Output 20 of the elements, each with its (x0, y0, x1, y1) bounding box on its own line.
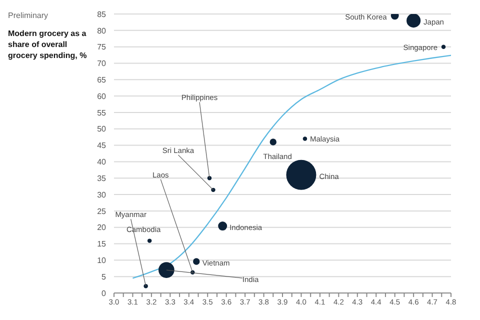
y-tick-label: 40 (97, 158, 107, 167)
y-tick-label: 20 (97, 223, 107, 232)
y-tick-label: 35 (97, 174, 107, 183)
y-tick-label: 85 (97, 10, 107, 19)
y-tick-label: 75 (97, 42, 107, 52)
y-axis-title: Modern grocery as a share of overall grocery spending, % (8, 28, 88, 61)
y-tick-label: 10 (97, 256, 107, 266)
y-tick-label: 80 (97, 26, 107, 36)
y-tick-label: 55 (97, 108, 107, 118)
y-tick-label: 15 (97, 240, 107, 249)
y-tick-label: 45 (97, 141, 107, 150)
y-tick-label: 30 (97, 190, 107, 200)
y-tick-label: 50 (97, 124, 107, 134)
y-tick-label: 70 (97, 59, 107, 68)
y-tick-label: 25 (97, 206, 107, 216)
y-tick-label: 60 (97, 92, 107, 101)
text: Preliminary (8, 11, 48, 20)
y-tick-label: 0 (102, 288, 107, 298)
y-tick-label: 65 (97, 75, 107, 84)
y-tick-label: 5 (102, 272, 107, 282)
